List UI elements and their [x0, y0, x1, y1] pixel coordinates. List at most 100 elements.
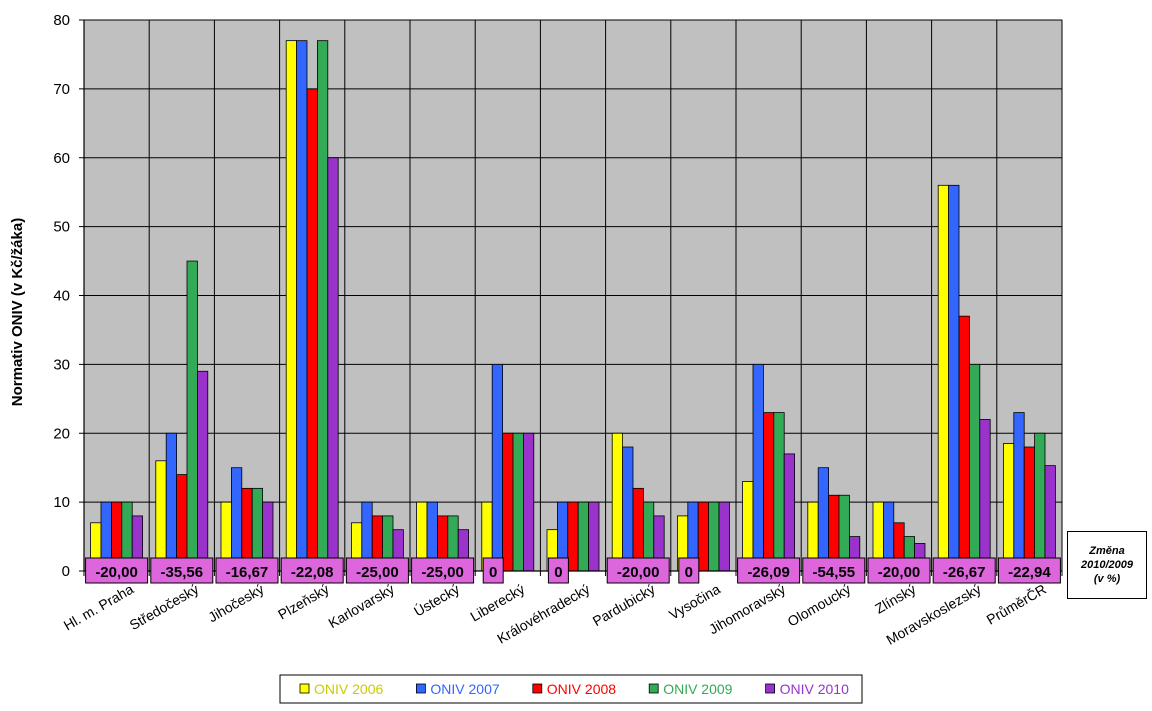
x-tick-label: Ústecký [411, 581, 462, 620]
change-label: 0 [685, 564, 693, 581]
change-annotation-text: Změna 2010/2009 (v %) [1081, 545, 1133, 585]
legend-box [279, 674, 863, 704]
change-label-box [482, 557, 504, 584]
y-tick-label: 30 [53, 356, 70, 373]
change-label-box [802, 557, 866, 584]
bar [588, 501, 600, 572]
bar [611, 432, 624, 572]
bar [1034, 432, 1046, 572]
change-label-box [867, 557, 931, 584]
y-tick-label: 80 [53, 12, 70, 29]
bar [783, 453, 796, 572]
bar [512, 432, 524, 572]
legend-label: ONIV 2010 [780, 681, 849, 697]
change-label: -20,00 [95, 564, 138, 581]
change-labels: -20,00 -35,56 -16,67 -22,08 -25,00 -25,00 0 0 -2… [85, 557, 1061, 584]
y-tick-label: 50 [53, 219, 70, 236]
change-label-box [737, 557, 801, 584]
bar [196, 370, 209, 572]
change-label-box [678, 557, 700, 584]
change-label-box [215, 557, 279, 584]
change-label-box [606, 557, 670, 584]
bar [958, 315, 970, 572]
bar [718, 501, 730, 572]
change-label-box [932, 557, 996, 584]
change-label-box [280, 557, 344, 584]
legend-swatch [648, 683, 659, 694]
x-tick-label: Zlínský [872, 581, 918, 617]
bar [165, 432, 177, 572]
bar [502, 432, 514, 572]
change-label-box [997, 557, 1061, 584]
bar [1013, 412, 1025, 572]
y-tick-label: 60 [53, 150, 70, 167]
bar [155, 460, 167, 572]
change-label: -20,00 [878, 564, 921, 581]
change-label: 0 [554, 564, 562, 581]
x-tick-label: Středočeský [127, 581, 202, 633]
bar [1044, 465, 1056, 572]
change-label: -20,00 [617, 564, 660, 581]
y-tick-labels: 0 10 20 30 40 50 60 70 80 [53, 12, 70, 580]
bar [296, 40, 308, 572]
bar [752, 363, 764, 572]
legend-swatch [415, 683, 426, 694]
change-label: -25,00 [421, 564, 464, 581]
change-label: -25,00 [356, 564, 399, 581]
x-tick-label: Plzeňský [275, 581, 332, 623]
x-tick-label: Karlovarský [326, 581, 397, 631]
change-label-box [150, 557, 214, 584]
bar [230, 467, 243, 572]
change-label: -16,67 [226, 564, 269, 581]
y-axis-label: Normativ ONIV (v Kč/žáka) [9, 218, 26, 406]
y-tick-label: 10 [53, 494, 70, 511]
bar [577, 501, 590, 572]
bar [327, 157, 339, 572]
bar [979, 419, 991, 572]
change-label: -54,55 [813, 564, 856, 581]
y-tick-label: 70 [53, 81, 70, 98]
bar [937, 184, 950, 572]
bar [948, 184, 960, 572]
bar [763, 412, 775, 572]
bar [316, 40, 329, 572]
change-annotation-box: Změna 2010/2009 (v %) [1067, 531, 1147, 599]
legend-label: ONIV 2007 [430, 681, 499, 697]
bar [523, 432, 535, 572]
y-tick-label: 20 [53, 425, 70, 442]
bar [969, 363, 981, 572]
legend-label: ONIV 2006 [314, 681, 383, 697]
bar [491, 363, 504, 572]
bar [622, 446, 634, 572]
change-label: -22,94 [1008, 564, 1051, 581]
legend-label: ONIV 2009 [663, 681, 732, 697]
bar [1003, 443, 1015, 572]
change-label-box [345, 557, 409, 584]
legend-swatch [765, 683, 775, 694]
bar [1023, 446, 1035, 572]
x-tick-label: Hl. m. Praha [61, 581, 137, 634]
legend-swatch [299, 683, 310, 694]
change-label-box [547, 557, 569, 584]
legend: ONIV 2006 ONIV 2007 ONIV 2008 ONIV 2009 ONIV… [279, 674, 863, 704]
legend-label: ONIV 2008 [547, 681, 616, 697]
x-tick-label: Pardubický [590, 581, 658, 629]
bar [697, 501, 710, 572]
change-label: -35,56 [161, 564, 204, 581]
bar [176, 474, 188, 572]
bar [708, 501, 720, 572]
change-label-box [85, 557, 149, 584]
bar [817, 467, 830, 572]
bar [306, 88, 318, 572]
change-label-box [411, 557, 475, 584]
change-label: 0 [489, 564, 497, 581]
bar [285, 40, 298, 572]
y-tick-label: 40 [53, 288, 70, 305]
bar [773, 412, 785, 572]
x-tick-label: Olomoucký [785, 581, 854, 630]
change-label: -26,67 [943, 564, 986, 581]
x-tick-label: PrůměrČR [984, 581, 1049, 628]
change-label: -26,09 [747, 564, 790, 581]
